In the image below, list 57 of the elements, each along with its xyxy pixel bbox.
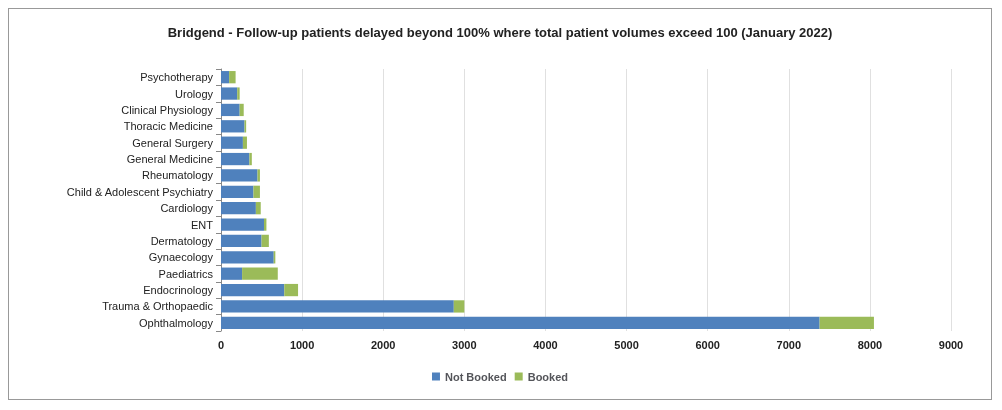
x-tick-label: 5000 [614, 338, 639, 351]
x-tick-label: 4000 [533, 338, 558, 351]
bar [253, 185, 260, 198]
bar [221, 136, 243, 149]
bar [221, 234, 262, 248]
bar [221, 87, 238, 100]
bar [221, 71, 230, 84]
bar [221, 218, 264, 231]
y-tick-label: Dermatology [150, 234, 214, 247]
legend-label: Not Booked [444, 370, 507, 383]
y-tick-label: Psychotherapy [140, 71, 214, 84]
bar [221, 169, 258, 182]
bar [237, 87, 240, 100]
bar [242, 136, 247, 149]
y-tick-label: Endocrinology [143, 284, 214, 297]
bar [255, 202, 261, 215]
x-tick-label: 8000 [857, 338, 883, 351]
bar [261, 234, 269, 248]
x-tick-label: 0 [217, 338, 225, 351]
y-tick-label: Ophthalmology [139, 316, 214, 329]
bar [284, 283, 299, 297]
x-tick-label: 3000 [452, 338, 477, 351]
bar [221, 152, 250, 166]
y-tick-label: Child & Adolescent Psychiatry [66, 185, 214, 198]
chart-title: Bridgend - Follow-up patients delayed beyond 100% where total patient volumes exceed 100 (January 2022) [167, 25, 833, 40]
y-tick-label: Thoracic Medicine [123, 120, 213, 133]
y-tick-label: Trauma & Orthopaedic [102, 300, 214, 313]
x-tick-label: 7000 [776, 338, 802, 351]
legend-label: Booked [527, 370, 569, 383]
bar [229, 71, 236, 84]
y-tick-label: Rheumatology [142, 169, 214, 182]
x-tick-label: 9000 [938, 338, 964, 351]
y-tick-label: ENT [191, 218, 214, 231]
bar [249, 152, 252, 166]
x-tick-label: 6000 [695, 338, 720, 351]
bar [819, 316, 874, 329]
bar [221, 185, 254, 198]
y-tick-label: Gynaecology [148, 251, 214, 264]
y-tick-label: General Medicine [126, 153, 213, 166]
x-tick-label: 1000 [289, 338, 315, 351]
y-tick-label: Cardiology [160, 202, 214, 215]
bar [242, 267, 278, 280]
bar [221, 251, 274, 264]
bar [221, 267, 243, 280]
y-tick-label: Paediatrics [158, 267, 214, 280]
x-tick-label: 2000 [370, 338, 396, 351]
bar [453, 300, 465, 313]
bar [221, 316, 820, 329]
bar [221, 103, 240, 117]
bar [221, 300, 454, 313]
bar [239, 103, 244, 117]
y-tick-label: Urology [175, 87, 214, 100]
y-tick-label: Clinical Physiology [121, 103, 214, 116]
bar [221, 283, 285, 297]
y-tick-label: General Surgery [132, 136, 214, 149]
bar [221, 120, 245, 133]
bar [221, 202, 256, 215]
